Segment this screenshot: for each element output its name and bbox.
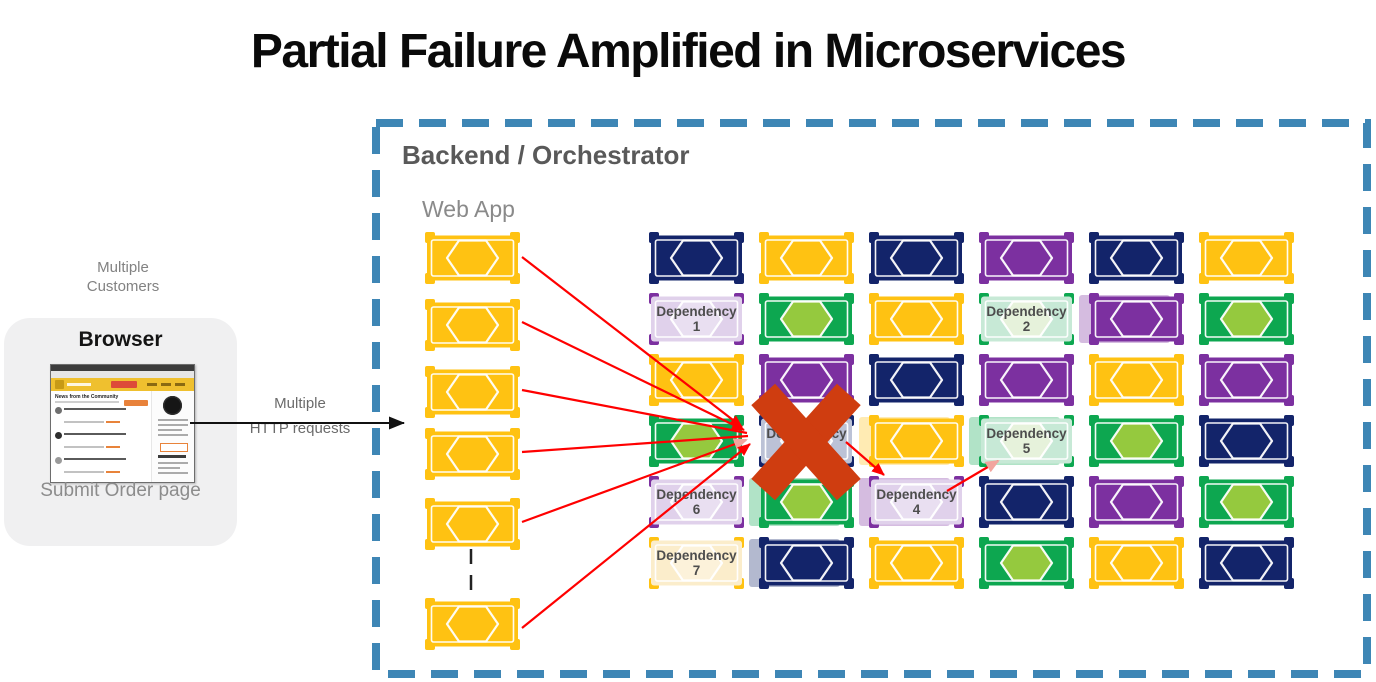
container-icon [1198,476,1295,528]
dependency-label: Dependency 7 [656,548,737,578]
dependency-1-cell: Dependency 1 [648,293,745,345]
thumb-window-titlebar [51,365,194,371]
http-requests-label: Multiple HTTP requests [249,395,351,437]
browser-screenshot-thumbnail: News from the Community [50,364,195,483]
container-icon [1198,415,1295,467]
thumb-news-heading: News from the Community [55,394,119,400]
container-icon [758,232,855,284]
container-icon [868,537,965,589]
container-icon [1088,415,1185,467]
container-icon [1088,537,1185,589]
dependency-label: Dependency 4 [876,487,957,517]
web-app-label: Web App [422,196,515,222]
thumb-sidebar-button [160,443,188,452]
dependency-4-cell: Dependency 4 [859,476,965,528]
container-icon [868,232,965,284]
container-icon [749,537,855,589]
dependency-label: Dependency 2 [986,304,1067,334]
multiple-customers-label: Multiple Customers [86,259,160,295]
dependency-label: Dependency 6 [656,487,737,517]
web-app-instance-icon [424,598,521,650]
dependency-6-cell: Dependency 6 [648,476,745,528]
thumb-submit-news-button [124,400,148,406]
container-icon [648,415,745,467]
container-icon [978,232,1075,284]
container-icon [1088,476,1185,528]
thumb-cta-button [111,381,137,388]
thumb-site-header [51,378,194,391]
container-icon [1088,354,1185,406]
thumb-site-logo [55,380,64,389]
container-icon [1198,354,1295,406]
dependency-5-cell: Dependency 5 [969,415,1075,467]
container-icon [868,293,965,345]
browser-card-title: Browser [78,328,163,351]
thumb-browser-toolbar [51,371,194,382]
container-icon [1198,537,1295,589]
dependency-label: Dependency 5 [986,426,1067,456]
web-app-instance-icon [424,299,521,351]
dependency-label: Dependency 3 [766,426,847,456]
container-icon [1198,232,1295,284]
dependency-2-cell: Dependency 2 [978,293,1075,345]
container-icon [978,476,1075,528]
container-icon [648,354,745,406]
container-icon [978,354,1075,406]
submit-order-page-label: Submit Order page [40,480,201,501]
container-icon [758,293,855,345]
thumb-news-list: News from the Community [51,391,151,482]
avatar [55,431,62,439]
container-icon [978,537,1075,589]
dependency-3-cell: Dependency 3 [758,415,855,467]
dependency-7-cell: Dependency 7 [648,537,745,589]
avatar [55,481,62,482]
web-app-instance-icon [424,428,521,480]
dependency-label: Dependency 1 [656,304,737,334]
web-app-instance-icon [424,232,521,284]
container-icon [1198,293,1295,345]
thumb-sidebar [151,391,194,482]
container-icon [648,232,745,284]
web-app-instance-icon [424,366,521,418]
container-icon [868,354,965,406]
container-icon [1079,293,1185,345]
browser-card: Browser News from the Community [4,318,237,546]
web-app-instance-icon [424,498,521,550]
avatar [55,456,62,464]
page-title: Partial Failure Amplified in Microservic… [250,25,1127,78]
container-icon [1088,232,1185,284]
container-icon [859,415,965,467]
container-icon [749,476,855,528]
backend-orchestrator-title: Backend / Orchestrator [402,140,690,170]
container-icon [758,354,855,406]
thumb-sidebar-logo [163,396,182,415]
avatar [55,406,62,414]
